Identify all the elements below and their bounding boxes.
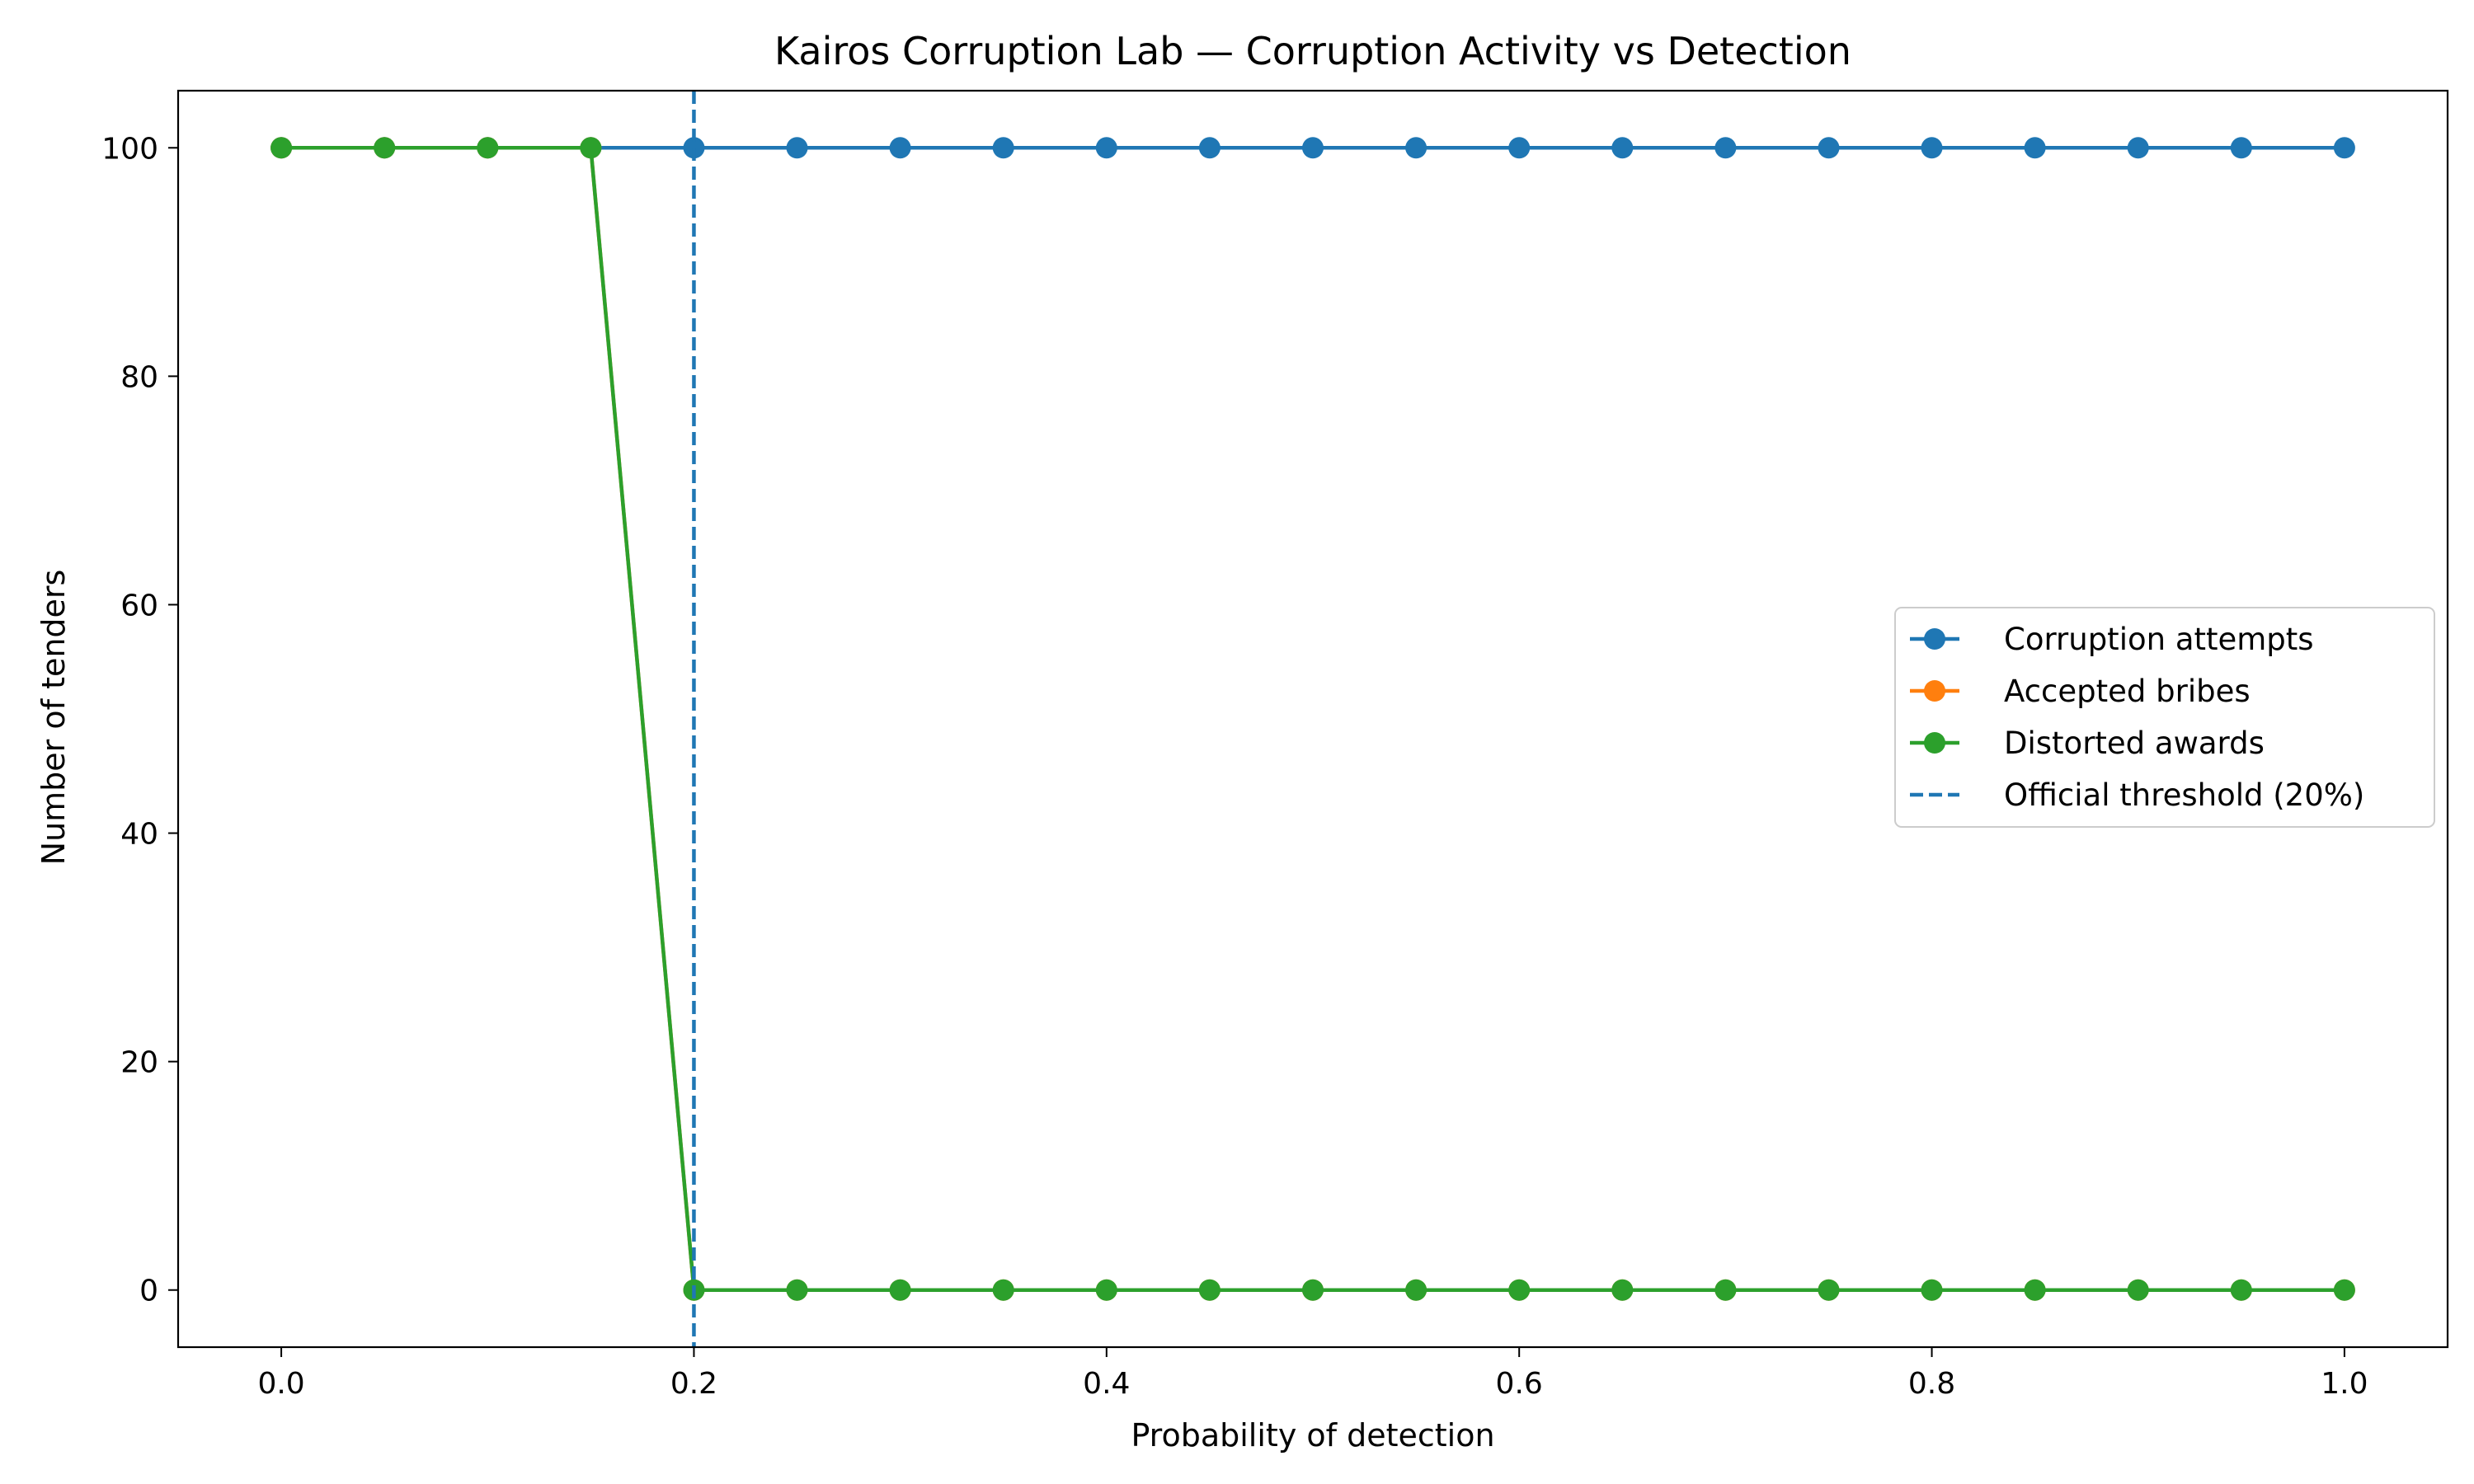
series-1-point-15 — [1714, 137, 1737, 159]
x-tick-label-3: 0.4 — [1083, 1367, 1130, 1401]
series-3-point-4 — [580, 137, 602, 159]
series-1-point-6 — [786, 137, 808, 159]
series-3-point-15 — [1714, 1279, 1737, 1301]
series-1-point-18 — [2024, 137, 2046, 159]
y-tick-label-1: 0 — [139, 1275, 158, 1308]
legend-label-2: Accepted bribes — [2004, 674, 2251, 709]
y-tick-label-6: 100 — [101, 132, 158, 166]
series-3-point-10 — [1198, 1279, 1221, 1301]
x-axis-label: Probability of detection — [1131, 1417, 1494, 1453]
series-3-point-11 — [1302, 1279, 1324, 1301]
series-3-point-19 — [2127, 1279, 2149, 1301]
x-tick-label-2: 0.2 — [670, 1367, 717, 1401]
x-tick-label-1: 0.0 — [257, 1367, 304, 1401]
series-3-point-16 — [1818, 1279, 1840, 1301]
chart-title: Kairos Corruption Lab — Corruption Activ… — [774, 29, 1851, 73]
legend-marker-3 — [1924, 732, 1945, 754]
series-1-point-14 — [1611, 137, 1634, 159]
legend-label-1: Corruption attempts — [2004, 622, 2314, 657]
series-1-point-7 — [889, 137, 911, 159]
series-3-point-14 — [1611, 1279, 1634, 1301]
series-3-point-17 — [1921, 1279, 1943, 1301]
x-tick-label-4: 0.6 — [1496, 1367, 1543, 1401]
y-tick-label-3: 40 — [120, 818, 158, 852]
axes-frame — [176, 89, 2449, 1349]
y-tick-label-4: 60 — [120, 589, 158, 622]
series-3-point-7 — [889, 1279, 911, 1301]
series-3-point-21 — [2333, 1279, 2355, 1301]
series-3-point-12 — [1405, 1279, 1427, 1301]
y-tick-label-2: 20 — [120, 1046, 158, 1080]
series-3-point-8 — [992, 1279, 1014, 1301]
series-3-point-9 — [1095, 1279, 1117, 1301]
legend-marker-2 — [1924, 680, 1945, 702]
series-3-point-6 — [786, 1279, 808, 1301]
y-axis-label: Number of tenders — [35, 570, 72, 866]
x-tick-label-6: 1.0 — [2321, 1367, 2368, 1401]
x-tick-label-5: 0.8 — [1908, 1367, 1955, 1401]
series-1-point-12 — [1405, 137, 1427, 159]
legend-box — [1894, 607, 2435, 828]
series-1-point-8 — [992, 137, 1014, 159]
series-1-point-9 — [1095, 137, 1117, 159]
axes: 0.0 0.2 0.4 0.6 0.8 1.0 0 20 40 60 80 100 — [101, 89, 2449, 1401]
series-3-point-13 — [1508, 1279, 1531, 1301]
legend: Corruption attempts Accepted bribes Distor… — [1894, 607, 2435, 828]
series-1-point-16 — [1818, 137, 1840, 159]
legend-marker-1 — [1924, 628, 1945, 650]
series-3-point-2 — [374, 137, 396, 159]
series-1-point-19 — [2127, 137, 2149, 159]
plot-area — [270, 91, 2355, 1347]
y-tick-label-5: 80 — [120, 360, 158, 394]
series-3-point-1 — [270, 137, 293, 159]
series-1-point-10 — [1198, 137, 1221, 159]
series-1-point-20 — [2230, 137, 2252, 159]
legend-label-4: Official threshold (20%) — [2004, 777, 2364, 813]
series-1-point-17 — [1921, 137, 1943, 159]
series-3-point-20 — [2230, 1279, 2252, 1301]
series-3-point-18 — [2024, 1279, 2046, 1301]
plot-content — [270, 137, 2355, 1301]
series-1-point-13 — [1508, 137, 1531, 159]
series-3-point-3 — [477, 137, 499, 159]
series-1-point-21 — [2333, 137, 2355, 159]
legend-label-3: Distorted awards — [2004, 726, 2265, 761]
series-1-point-11 — [1302, 137, 1324, 159]
